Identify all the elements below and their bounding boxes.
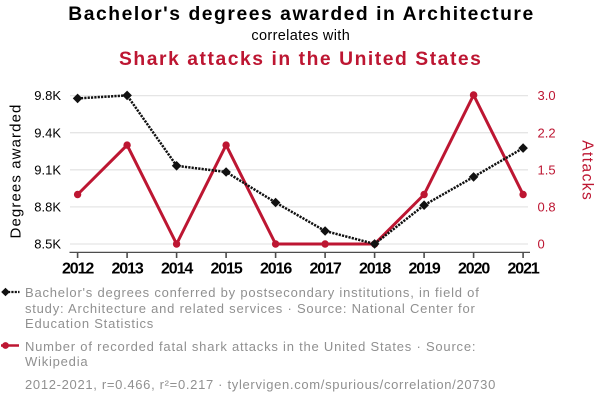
svg-text:9.1K: 9.1K	[34, 162, 61, 177]
svg-text:0.8: 0.8	[538, 200, 556, 215]
svg-text:9.4K: 9.4K	[34, 125, 61, 140]
svg-text:Degrees awarded: Degrees awarded	[8, 104, 25, 239]
svg-text:2015: 2015	[210, 261, 242, 278]
svg-text:2014: 2014	[161, 261, 193, 278]
svg-text:2017: 2017	[309, 261, 341, 278]
svg-text:8.5K: 8.5K	[34, 237, 61, 252]
svg-text:2021: 2021	[507, 261, 539, 278]
svg-text:2019: 2019	[408, 261, 440, 278]
svg-text:2.2: 2.2	[538, 125, 556, 140]
svg-text:1.5: 1.5	[538, 162, 556, 177]
svg-text:8.8K: 8.8K	[34, 200, 61, 215]
svg-text:2020: 2020	[458, 261, 490, 278]
svg-text:2013: 2013	[111, 261, 143, 278]
svg-text:2016: 2016	[260, 261, 292, 278]
svg-text:2012: 2012	[62, 261, 94, 278]
svg-text:9.8K: 9.8K	[34, 88, 61, 103]
svg-text:Attacks: Attacks	[579, 140, 596, 201]
svg-text:2018: 2018	[359, 261, 391, 278]
svg-text:0: 0	[538, 237, 545, 252]
svg-text:3.0: 3.0	[538, 88, 556, 103]
